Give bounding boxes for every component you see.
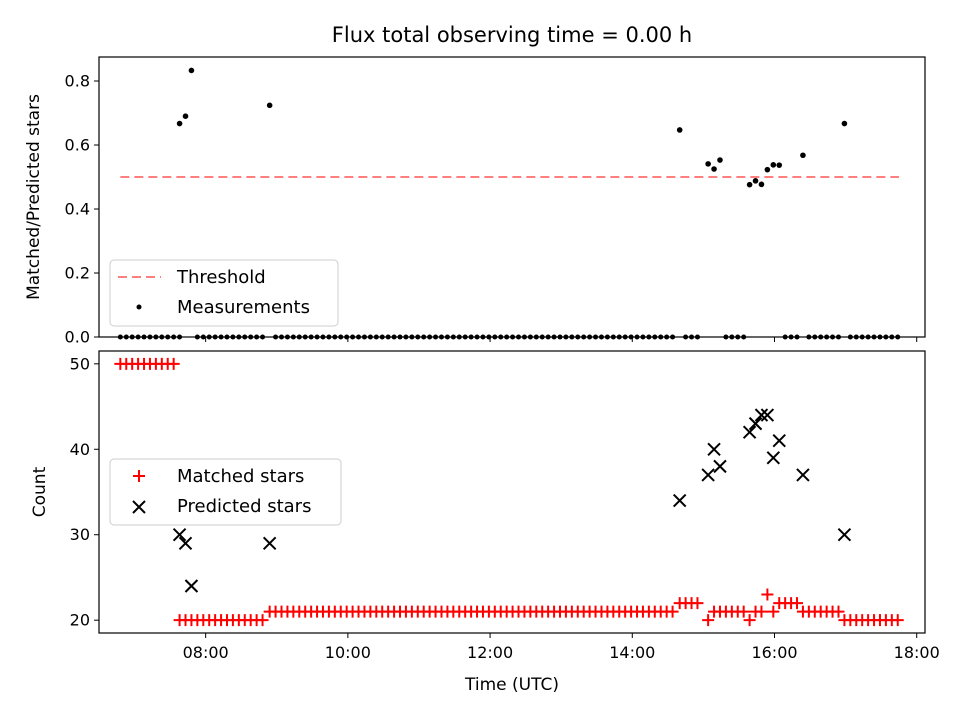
top-chart-title: Flux total observing time = 0.00 h [332,23,692,47]
matched-star-marker [891,614,904,627]
measurement-point [188,67,195,74]
matched-star-marker [691,597,704,610]
legend-matched-label: Matched stars [177,466,304,487]
legend-measurements-swatch [136,304,142,310]
matched-star-marker [761,588,774,601]
top-legend: Threshold Measurements [109,259,339,327]
matched-star-marker [666,605,679,618]
bottom-plot-area: 20 30 40 50 08:00 10:00 12:00 14:00 16:00 18:00 [70,354,940,662]
measurement-point [717,157,723,163]
measurement-point [776,162,783,168]
measurement-point [182,113,189,119]
bottom-x-tick-label: 10:00 [325,643,371,662]
predicted-star-marker [172,528,187,542]
top-y-tick-label: 0.4 [65,200,90,219]
bottom-y-tick-label: 50 [70,354,90,373]
bottom-x-tick-label: 12:00 [467,643,513,662]
predicted-star-marker [796,468,810,482]
predicted-star-marker [701,468,715,482]
legend-measurements-label: Measurements [177,297,310,318]
measurement-point [841,120,848,127]
top-axes-frame [98,56,926,338]
bottom-x-tick-label: 16:00 [751,643,797,662]
legend-matched-swatch [133,470,145,482]
x-axis-label: Time (UTC) [464,675,559,695]
bottom-y-axis-label: Count [30,466,50,517]
measurement-point [176,120,183,127]
measurement-point [752,178,759,184]
measurement-point [266,102,273,109]
bottom-legend: Matched stars Predicted stars [109,458,342,526]
predicted-star-marker [178,536,193,550]
bottom-y-tick-label: 40 [70,440,90,459]
matched-star-marker [755,605,768,618]
bottom-x-tick-label: 08:00 [183,643,229,662]
predicted-star-marker [754,408,769,422]
predicted-star-marker [772,434,786,448]
matched-star-marker [702,614,715,627]
predicted-star-marker [262,536,277,550]
legend-predicted-label: Predicted stars [177,496,311,517]
matched-star-marker [737,605,750,618]
matched-star-marker [791,597,804,610]
predicted-star-marker [748,416,763,431]
top-y-tick-label: 0.8 [65,72,90,91]
measurement-point [770,162,777,168]
bottom-y-tick-label: 20 [70,611,90,630]
bottom-x-tick-label: 18:00 [894,643,940,662]
bottom-axes-frame [98,350,926,634]
measurement-point [711,166,717,172]
bottom-legend-box [109,458,342,526]
matched-star-marker [743,614,756,627]
measurement-point [764,166,771,173]
predicted-star-marker [184,579,199,593]
predicted-star-marker [760,408,775,422]
predicted-star-marker [672,493,687,508]
matched-star-marker [767,605,780,618]
top-y-tick-label: 0.2 [65,264,90,283]
measurement-point [705,161,711,167]
top-y-tick-label: 0.0 [65,328,90,347]
legend-threshold-label: Threshold [176,267,266,288]
matched-star-marker [832,605,845,618]
measurement-point [800,152,806,159]
measurement-point [758,181,765,188]
matched-star-marker [167,357,180,370]
legend-predicted-swatch [132,500,146,514]
predicted-star-marker [766,451,781,465]
measurement-point [676,127,683,133]
measurement-point [746,181,753,188]
predicted-star-marker [707,442,721,456]
top-legend-box [109,259,339,327]
predicted-star-marker [713,459,727,474]
bottom-y-tick-label: 30 [70,525,90,544]
predicted-star-marker [837,528,852,542]
predicted-star-marker [742,425,757,439]
matched-star-marker [256,614,269,627]
bottom-x-tick-label: 14:00 [609,643,655,662]
top-y-tick-label: 0.6 [65,136,90,155]
top-y-axis-label: Matched/Predicted stars [24,94,44,300]
